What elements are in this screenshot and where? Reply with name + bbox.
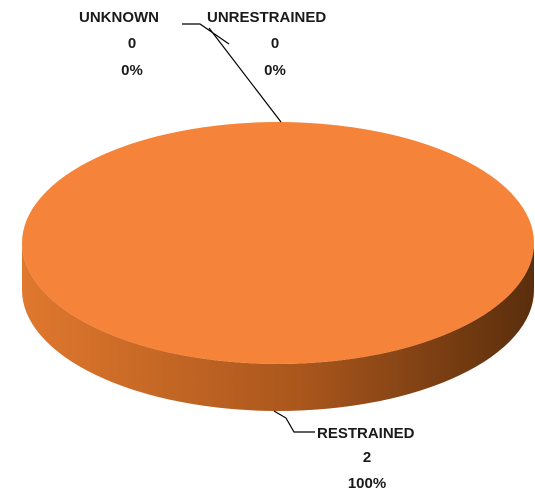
pie-slice-side — [22, 243, 534, 411]
slice-percent-unrestrained: 0% — [264, 62, 286, 79]
slice-label-unknown: UNKNOWN — [79, 9, 159, 26]
slice-value-restrained: 2 — [363, 449, 371, 466]
leader-line-restrained — [273, 410, 315, 433]
slice-value-unrestrained: 0 — [271, 35, 279, 52]
leader-line-unknown — [182, 23, 230, 45]
slice-value-unknown: 0 — [128, 35, 136, 52]
slice-label-unrestrained: UNRESTRAINED — [207, 9, 326, 26]
slice-percent-restrained: 100% — [348, 475, 386, 492]
slice-label-restrained: RESTRAINED — [317, 425, 415, 442]
slice-percent-unknown: 0% — [121, 62, 143, 79]
leader-line-unrestrained — [208, 27, 282, 123]
pie-slice-restrained — [22, 122, 534, 364]
